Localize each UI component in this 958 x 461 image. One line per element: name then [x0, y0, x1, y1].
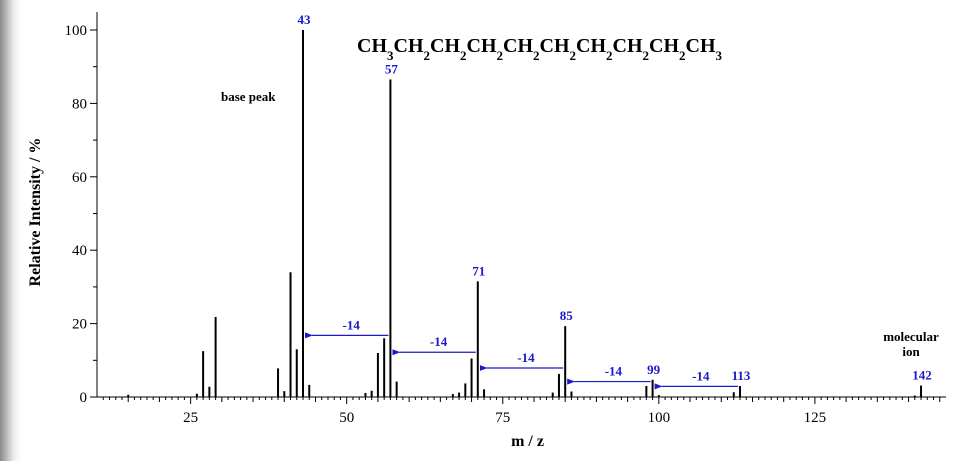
- chart-title: CH3CH2CH2CH2CH2CH2CH2CH2CH2CH3: [357, 35, 723, 63]
- x-tick-label: 50: [339, 410, 354, 426]
- peak-label-142: 142: [912, 368, 932, 383]
- x-tick-label: 25: [183, 410, 198, 426]
- axes: 0 20 40 60 80 100 25 50 75 100 125 m / z Relative In…: [27, 12, 946, 450]
- x-tick-label: 75: [495, 410, 510, 426]
- base-peak-annotation: base peak: [221, 89, 276, 104]
- loss-label: -14: [692, 368, 710, 383]
- y-tick-label: 60: [72, 170, 87, 186]
- molecular-ion-annotation-line1: molecular: [883, 329, 939, 344]
- loss-label: -14: [343, 317, 361, 332]
- y-tick-label: 0: [80, 390, 88, 406]
- peak-label-99: 99: [647, 362, 661, 377]
- y-tick-label: 20: [72, 317, 87, 333]
- x-tick-label: 100: [648, 410, 671, 426]
- peak-label-57: 57: [385, 62, 399, 77]
- x-axis-title: m / z: [511, 433, 544, 450]
- x-tick-label: 125: [804, 410, 827, 426]
- loss-label: -14: [430, 334, 448, 349]
- y-tick-label: 80: [72, 96, 87, 112]
- labels: CH3CH2CH2CH2CH2CH2CH2CH2CH2CH3 43 57 71 85 99…: [221, 12, 939, 383]
- molecular-ion-annotation-line2: ion: [902, 344, 920, 359]
- peaks: [127, 30, 923, 397]
- y-tick-label: 40: [72, 243, 87, 259]
- y-axis-title: Relative Intensity / %: [27, 138, 44, 287]
- loss-label: -14: [517, 350, 535, 365]
- y-tick-label: 100: [65, 23, 88, 39]
- arrows: [305, 332, 738, 390]
- peak-label-71: 71: [472, 263, 485, 278]
- peak-label-113: 113: [732, 368, 751, 383]
- peak-label-43: 43: [298, 12, 312, 27]
- peak-label-85: 85: [560, 308, 574, 323]
- loss-label: -14: [605, 364, 623, 379]
